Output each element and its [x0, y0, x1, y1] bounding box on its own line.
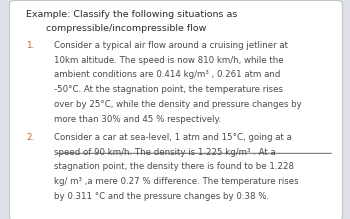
Text: 2.: 2. — [26, 133, 34, 142]
Text: Example: Classify the following situations as: Example: Classify the following situatio… — [26, 10, 238, 19]
Text: 1.: 1. — [26, 41, 34, 50]
Text: by 0.311 °C and the pressure changes by 0.38 %.: by 0.311 °C and the pressure changes by … — [54, 192, 270, 201]
Text: compressible/incompressible flow: compressible/incompressible flow — [46, 24, 206, 33]
Text: Consider a typical air flow around a cruising jetliner at: Consider a typical air flow around a cru… — [54, 41, 288, 50]
Text: 10km altitude. The speed is now 810 km/h, while the: 10km altitude. The speed is now 810 km/h… — [54, 56, 284, 65]
Text: over by 25°C, while the density and pressure changes by: over by 25°C, while the density and pres… — [54, 100, 302, 109]
Text: more than 30% and 45 % respectively.: more than 30% and 45 % respectively. — [54, 115, 221, 124]
Text: ambient conditions are 0.414 kg/m³ , 0.261 atm and: ambient conditions are 0.414 kg/m³ , 0.2… — [54, 71, 281, 79]
Text: stagnation point, the density there is found to be 1.228: stagnation point, the density there is f… — [54, 162, 294, 171]
Text: kg/ m³ ,a mere 0.27 % difference. The temperature rises: kg/ m³ ,a mere 0.27 % difference. The te… — [54, 177, 299, 186]
FancyBboxPatch shape — [9, 0, 342, 219]
Text: -50°C. At the stagnation point, the temperature rises: -50°C. At the stagnation point, the temp… — [54, 85, 283, 94]
Text: speed of 90 km/h. The density is 1.225 kg/m³ . At a: speed of 90 km/h. The density is 1.225 k… — [54, 148, 276, 157]
Text: Consider a car at sea-level, 1 atm and 15°C, going at a: Consider a car at sea-level, 1 atm and 1… — [54, 133, 292, 142]
